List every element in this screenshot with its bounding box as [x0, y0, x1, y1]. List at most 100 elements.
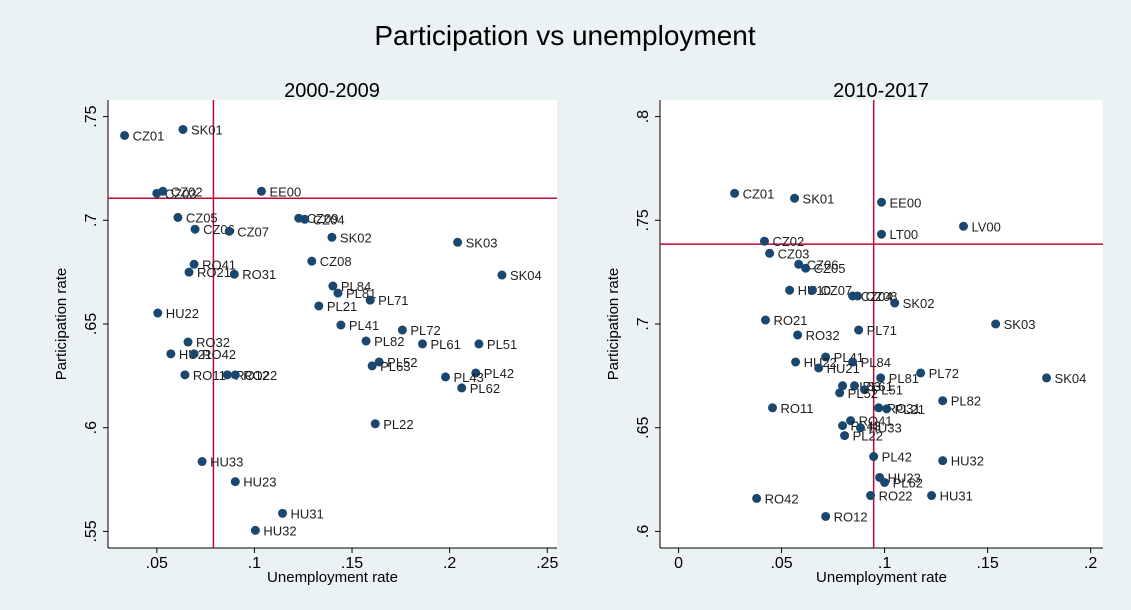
- point: [765, 248, 775, 258]
- point: [328, 281, 338, 291]
- point-label: PL84: [341, 279, 371, 294]
- point-label: CZ09: [307, 211, 339, 226]
- point-label: HU31: [940, 489, 973, 504]
- point: [180, 370, 190, 380]
- point-label: HU23: [243, 475, 276, 490]
- point: [846, 416, 856, 426]
- point: [365, 295, 375, 305]
- point: [256, 186, 266, 196]
- point-label: RO32: [806, 328, 840, 343]
- y-tick-label: .7: [635, 317, 652, 330]
- point-label: HU33: [868, 421, 901, 436]
- point: [190, 224, 200, 234]
- y-tick-label: .6: [635, 525, 652, 538]
- point: [854, 325, 864, 335]
- point-label: RO12: [834, 509, 868, 524]
- point-label: PL62: [893, 475, 923, 490]
- panel-title: 2010-2017: [833, 80, 929, 102]
- point-label: RO31: [242, 267, 276, 282]
- point-label: LV00: [972, 219, 1001, 234]
- point: [361, 336, 371, 346]
- x-tick-label: .25: [536, 555, 558, 572]
- point: [229, 269, 239, 279]
- point-label: SK02: [903, 296, 935, 311]
- point: [224, 226, 234, 236]
- y-tick-label: .75: [635, 209, 652, 231]
- point: [471, 368, 481, 378]
- point: [153, 308, 163, 318]
- point-label: RO11: [193, 368, 226, 383]
- point: [760, 315, 770, 325]
- point: [374, 357, 384, 367]
- point-label: SK03: [1004, 317, 1036, 332]
- point-label: PL82: [951, 394, 981, 409]
- point-label: HU32: [951, 454, 984, 469]
- point: [189, 259, 199, 269]
- point: [768, 403, 778, 413]
- x-tick-label: .05: [146, 555, 168, 572]
- point: [791, 357, 801, 367]
- point-label: EE00: [890, 195, 922, 210]
- point: [860, 385, 870, 395]
- point-label: PL61: [430, 337, 460, 352]
- point: [314, 301, 324, 311]
- point: [327, 232, 337, 242]
- point-label: PL42: [484, 366, 514, 381]
- point: [876, 373, 886, 383]
- point: [197, 457, 207, 467]
- point-label: EE00: [269, 184, 301, 199]
- point-label: RO32: [196, 335, 230, 350]
- point: [457, 383, 467, 393]
- point: [752, 493, 762, 503]
- point: [807, 285, 817, 295]
- point-label: PL21: [327, 299, 357, 314]
- point: [882, 404, 892, 414]
- point-label: RO31: [887, 401, 921, 416]
- y-tick-label: .6: [83, 421, 100, 434]
- point-label: CZ04: [861, 289, 893, 304]
- point-label: RO41: [202, 257, 236, 272]
- y-axis-title: Participation rate: [53, 268, 70, 381]
- point: [838, 381, 848, 391]
- point: [916, 368, 926, 378]
- point: [367, 361, 377, 371]
- point: [853, 291, 863, 301]
- point-label: RO41: [859, 414, 893, 429]
- point-label: RO21: [773, 313, 807, 328]
- point-label: CZ02: [171, 184, 203, 199]
- point-label: PL52: [387, 355, 417, 370]
- point-label: CZ04: [313, 212, 345, 227]
- point-label: PL52: [848, 386, 878, 401]
- point: [877, 229, 886, 239]
- point-label: PL81: [889, 371, 919, 386]
- point: [866, 491, 876, 501]
- point: [453, 237, 463, 247]
- point-label: RO22: [879, 489, 913, 504]
- x-tick-label: .15: [341, 555, 363, 572]
- point-label: PL42: [882, 450, 912, 465]
- point: [938, 396, 948, 406]
- point-label: RO21: [197, 265, 231, 280]
- x-tick-label: .1: [878, 555, 891, 572]
- point: [793, 330, 803, 340]
- point-label: PL21: [895, 402, 925, 417]
- point-label: PL71: [378, 293, 408, 308]
- point: [850, 381, 860, 391]
- point: [848, 357, 858, 367]
- point-label: PL41: [349, 318, 379, 333]
- point: [397, 325, 407, 335]
- point: [821, 352, 831, 362]
- point: [278, 508, 288, 518]
- x-tick-label: .05: [770, 555, 792, 572]
- point: [189, 349, 199, 359]
- point-label: SK04: [1055, 371, 1087, 386]
- point-label: SK04: [510, 268, 542, 283]
- point: [183, 337, 193, 347]
- point: [855, 423, 865, 433]
- point-label: PL43: [454, 370, 484, 385]
- point: [835, 388, 845, 398]
- point-label: PL72: [929, 366, 959, 381]
- point: [417, 339, 427, 349]
- point-label: CZ08: [866, 289, 898, 304]
